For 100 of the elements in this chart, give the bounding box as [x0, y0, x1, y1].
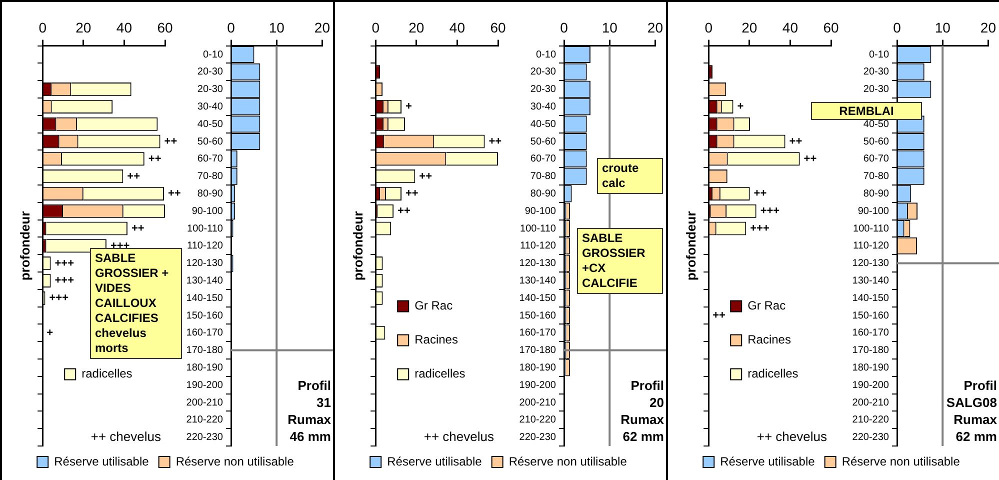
y-tick-label: 60-70: [197, 154, 224, 165]
legend-label: Réserve utilisable: [54, 454, 150, 468]
y-tick-label: 0-10: [868, 49, 890, 60]
y-tick-label: 210-220: [852, 414, 890, 426]
y-tick-label: 200-210: [519, 397, 556, 408]
x-tick-label: 0: [560, 19, 568, 36]
legend-label: Réserve non utilisable: [176, 454, 294, 468]
annotation: Profil 20 Rumax 62 mm: [620, 378, 665, 444]
y-tick-label: 20-30: [863, 84, 890, 96]
data-label: +: [406, 100, 412, 113]
y-tick-label: 130-140: [186, 275, 224, 286]
y-tick-label: 160-170: [519, 328, 556, 339]
y-tick-label: 80-90: [530, 188, 556, 200]
x-tick-label: 20: [742, 19, 758, 36]
x-tick-label: 60: [823, 19, 839, 36]
data-label: +++: [49, 292, 69, 304]
y-tick-label: 30-40: [197, 101, 224, 112]
data-label: +++: [750, 222, 770, 235]
data-label: ++: [164, 136, 178, 148]
y-tick-label: 60-70: [863, 154, 890, 165]
legend-label: radicelles: [414, 366, 466, 381]
annotation: ++ chevelus: [90, 429, 162, 444]
y-tick-label: 190-200: [852, 380, 890, 391]
data-label: ++: [168, 188, 181, 200]
y-tick-label: 120-130: [852, 258, 890, 270]
y-tick-label: 70-80: [530, 171, 556, 182]
x-tick-label: 10: [268, 19, 285, 36]
y-tick-label: 80-90: [197, 188, 224, 200]
annotation: ++ chevelus: [424, 429, 494, 444]
annotation: Profil SALG08 Rumax 62 mm: [946, 378, 998, 444]
y-tick-label: 0-10: [536, 49, 556, 60]
y-tick-label: 200-210: [186, 397, 224, 408]
y-tick-label: 50-60: [863, 136, 890, 148]
y-tick-label: 140-150: [186, 292, 224, 304]
x-tick-label: 60: [490, 19, 506, 36]
y-tick-label: 130-140: [852, 275, 890, 286]
y-tick-label: 120-130: [186, 258, 224, 270]
data-label: ++: [127, 170, 140, 182]
data-label: +: [737, 100, 744, 113]
legend-label: Racines: [748, 332, 791, 347]
x-tick-label: 20: [980, 19, 996, 36]
y-tick-label: 20-30: [197, 66, 224, 78]
y-tick-label: 40-50: [530, 118, 556, 130]
x-tick-label: 0: [38, 19, 47, 36]
legend-label: radicelles: [82, 366, 132, 381]
x-tick-label: 0: [372, 19, 380, 36]
y-axis-title: profondeur: [17, 211, 32, 281]
y-tick-label: 110-120: [187, 240, 224, 252]
y-tick-label: 20-30: [530, 66, 556, 78]
y-tick-label: 100-110: [853, 223, 890, 234]
y-tick-label: 70-80: [863, 171, 890, 182]
legend-label: Gr Rac: [414, 298, 453, 313]
data-label: ++: [419, 170, 432, 182]
data-label: +++: [760, 205, 780, 218]
data-label: ++: [148, 152, 162, 165]
y-tick-label: 20-30: [530, 84, 556, 96]
data-label: ++: [488, 136, 502, 148]
data-label: ++: [789, 136, 802, 148]
y-tick-label: 90-100: [858, 206, 890, 217]
y-tick-label: 170-180: [186, 345, 224, 356]
y-tick-label: 170-180: [519, 345, 556, 356]
y-tick-label: 220-230: [519, 432, 556, 444]
legend-label: Racines: [414, 332, 458, 347]
y-tick-label: 20-30: [863, 66, 890, 78]
legend-label: Réserve non utilisable: [508, 454, 628, 468]
y-tick-label: 90-100: [192, 206, 224, 217]
data-label: ++: [754, 188, 767, 200]
y-tick-label: 100-110: [520, 223, 556, 234]
x-tick-label: 20: [408, 19, 424, 36]
y-tick-label: 180-190: [519, 362, 556, 374]
text-box: SABLE GROSSIER +CX CALCIFIE: [577, 228, 663, 294]
x-tick-label: 0: [893, 19, 902, 36]
y-tick-label: 150-160: [519, 310, 556, 322]
y-tick-label: 50-60: [530, 136, 556, 148]
text-box: croute calc: [597, 158, 663, 194]
annotation: Profil 31 Rumax 46 mm: [288, 378, 332, 444]
y-tick-label: 140-150: [852, 292, 890, 304]
y-tick-label: 60-70: [530, 154, 556, 165]
y-tick-label: 210-220: [186, 414, 224, 426]
y-tick-label: 100-110: [187, 223, 224, 234]
y-tick-label: 190-200: [186, 380, 224, 391]
y-tick-label: 130-140: [519, 275, 556, 286]
y-tick-label: 40-50: [863, 118, 890, 130]
data-label: ++: [398, 205, 410, 218]
text-box: SABLE GROSSIER + VIDES CAILLOUX CALCIFIES chevelus morts: [90, 248, 182, 359]
data-label: ++: [804, 152, 817, 165]
annotation: ++ chevelus: [756, 429, 828, 444]
y-tick-label: 30-40: [530, 101, 556, 112]
y-tick-label: 70-80: [197, 171, 224, 182]
x-tick-label: 40: [116, 19, 132, 36]
y-axis-title: profondeur: [350, 211, 366, 281]
y-axis-title: profondeur: [683, 211, 698, 281]
y-tick-label: 140-150: [519, 292, 556, 304]
text-box: REMBLAI: [811, 102, 922, 120]
y-tick-label: 220-230: [186, 432, 224, 444]
x-tick-label: 40: [449, 19, 466, 36]
data-label: +++: [54, 274, 74, 287]
y-tick-label: 160-170: [852, 328, 890, 339]
x-tick-label: 0: [704, 19, 713, 36]
legend-label: radicelles: [748, 366, 798, 381]
